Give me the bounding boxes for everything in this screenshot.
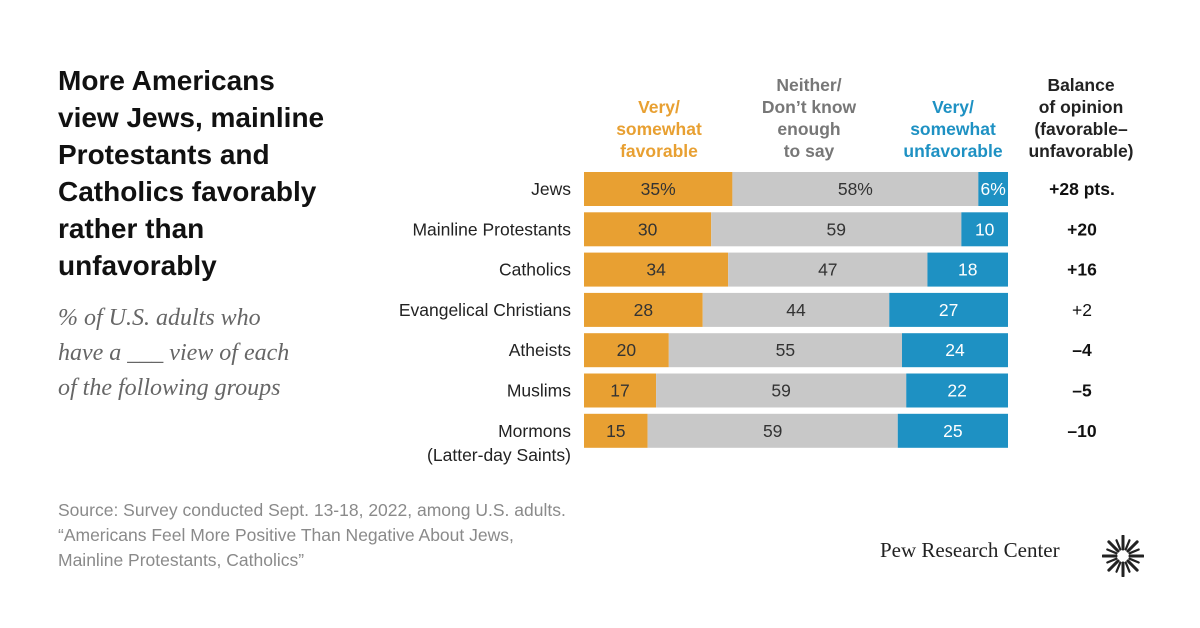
category-label: Muslims xyxy=(507,381,571,401)
balance-label: +20 xyxy=(1067,219,1097,239)
label-favorable: 30 xyxy=(638,219,658,239)
label-unfavorable: 18 xyxy=(958,260,977,280)
logo-ray xyxy=(1115,539,1122,551)
header-balance: of opinion xyxy=(1039,97,1124,117)
header-neutral: Don’t know xyxy=(762,97,857,117)
label-neutral: 58% xyxy=(838,179,873,199)
category-label: Jews xyxy=(531,179,571,199)
label-unfavorable: 24 xyxy=(945,340,965,360)
header-favorable: somewhat xyxy=(616,119,702,139)
logo-ray xyxy=(1107,540,1120,553)
label-favorable: 17 xyxy=(610,381,629,401)
balance-label: –4 xyxy=(1072,340,1092,360)
bar-favorable xyxy=(584,212,712,247)
bar-unfavorable xyxy=(927,252,1008,287)
logo-ray xyxy=(1124,561,1131,573)
bar-favorable xyxy=(584,172,733,206)
logo-ray xyxy=(1128,548,1140,555)
category-label: Evangelical Christians xyxy=(399,300,571,320)
source-line: Source: Survey conducted Sept. 13-18, 20… xyxy=(58,500,566,520)
balance-label: –5 xyxy=(1072,381,1092,401)
bar-neutral xyxy=(656,373,907,408)
bar-neutral xyxy=(711,212,962,247)
label-unfavorable: 10 xyxy=(975,219,995,239)
label-neutral: 44 xyxy=(786,300,806,320)
category-label: Catholics xyxy=(499,260,571,280)
label-favorable: 28 xyxy=(634,300,653,320)
brand-name: Pew Research Center xyxy=(880,538,1060,562)
header-balance: (favorable– xyxy=(1034,119,1128,139)
balance-label: –10 xyxy=(1067,421,1096,441)
logo-ray xyxy=(1107,559,1120,572)
bar-unfavorable xyxy=(889,292,1008,327)
source-line: “Americans Feel More Positive Than Negat… xyxy=(58,525,514,545)
header-balance: Balance xyxy=(1047,75,1114,95)
bar-favorable xyxy=(584,413,648,448)
label-favorable: 35% xyxy=(641,179,676,199)
label-neutral: 47 xyxy=(818,260,837,280)
logo-ray xyxy=(1124,539,1131,551)
source-note: Source: Survey conducted Sept. 13-18, 20… xyxy=(58,498,758,573)
header-neutral: to say xyxy=(784,141,835,161)
logo-ray xyxy=(1106,548,1118,555)
bar-unfavorable xyxy=(897,413,1008,448)
pew-sunburst-icon xyxy=(1102,535,1144,577)
header-favorable: Very/ xyxy=(638,97,680,117)
chart-title: More Americans view Jews, mainline Prote… xyxy=(58,65,325,281)
bar-neutral xyxy=(728,252,928,287)
logo-ray xyxy=(1115,561,1122,573)
bar-neutral xyxy=(702,292,890,327)
label-unfavorable: 25 xyxy=(943,421,962,441)
bar-neutral xyxy=(647,413,898,448)
label-favorable: 34 xyxy=(646,260,666,280)
header-unfavorable: Very/ xyxy=(932,97,974,117)
source-line: Mainline Protestants, Catholics” xyxy=(58,550,305,570)
bar-unfavorable xyxy=(961,212,1008,247)
header-neutral: Neither/ xyxy=(776,75,841,95)
header-unfavorable: unfavorable xyxy=(903,141,1002,161)
category-label: Mainline Protestants xyxy=(412,219,571,239)
label-favorable: 20 xyxy=(617,340,637,360)
logo-ray xyxy=(1106,557,1118,564)
label-neutral: 59 xyxy=(763,421,782,441)
logo-ray xyxy=(1126,540,1139,553)
balance-label: +2 xyxy=(1072,300,1092,320)
category-label: Atheists xyxy=(509,340,571,360)
label-neutral: 59 xyxy=(827,219,846,239)
header-favorable: favorable xyxy=(620,141,698,161)
bar-favorable xyxy=(584,373,657,408)
label-neutral: 55 xyxy=(776,340,795,360)
category-label: (Latter-day Saints) xyxy=(427,445,571,465)
logo-ray xyxy=(1126,559,1139,572)
bar-favorable xyxy=(584,333,669,368)
label-unfavorable: 6% xyxy=(981,179,1006,199)
bar-favorable xyxy=(584,292,703,327)
bar-unfavorable xyxy=(978,172,1008,206)
bar-unfavorable xyxy=(902,333,1008,368)
header-balance: unfavorable) xyxy=(1028,141,1133,161)
label-favorable: 15 xyxy=(606,421,625,441)
bar-favorable xyxy=(584,252,729,287)
balance-label: +28 pts. xyxy=(1049,179,1115,199)
bar-neutral xyxy=(668,333,902,368)
header-neutral: enough xyxy=(777,119,840,139)
header-unfavorable: somewhat xyxy=(910,119,996,139)
label-unfavorable: 27 xyxy=(939,300,958,320)
logo-ray xyxy=(1128,557,1140,564)
category-label: Mormons xyxy=(498,421,571,441)
label-unfavorable: 22 xyxy=(947,381,966,401)
label-neutral: 59 xyxy=(771,381,790,401)
chart-subtitle: % of U.S. adults who have a ___ view of e… xyxy=(58,305,290,401)
bar-neutral xyxy=(732,172,979,206)
bar-unfavorable xyxy=(906,373,1008,408)
balance-label: +16 xyxy=(1067,260,1097,280)
